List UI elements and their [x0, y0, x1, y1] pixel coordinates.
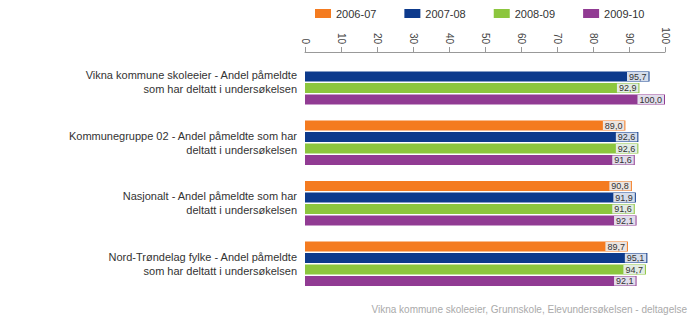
svg-text:92,6: 92,6 [618, 144, 636, 154]
svg-text:som har deltatt i undersøkelse: som har deltatt i undersøkelsen [144, 265, 297, 277]
svg-text:90,8: 90,8 [611, 181, 629, 191]
svg-text:91,9: 91,9 [615, 193, 633, 203]
svg-text:89,7: 89,7 [607, 242, 625, 252]
svg-text:2009-10: 2009-10 [604, 8, 644, 20]
svg-text:60: 60 [516, 33, 527, 45]
svg-text:70: 70 [552, 33, 563, 45]
svg-text:92,1: 92,1 [616, 276, 634, 286]
svg-text:90: 90 [624, 33, 635, 45]
svg-text:20: 20 [372, 33, 383, 45]
svg-text:2007-08: 2007-08 [425, 8, 465, 20]
svg-text:100: 100 [660, 27, 671, 44]
svg-text:91,6: 91,6 [614, 204, 632, 214]
svg-text:100,0: 100,0 [639, 95, 662, 105]
svg-text:94,7: 94,7 [625, 265, 643, 275]
svg-text:95,7: 95,7 [629, 72, 647, 82]
svg-text:2006-07: 2006-07 [336, 8, 376, 20]
svg-text:Kommunegruppe 02 - Andel påmel: Kommunegruppe 02 - Andel påmeldte som ha… [69, 130, 297, 142]
svg-text:95,1: 95,1 [627, 253, 645, 263]
svg-text:0: 0 [300, 38, 311, 44]
svg-text:92,1: 92,1 [616, 216, 634, 226]
svg-text:10: 10 [336, 33, 347, 45]
svg-text:92,9: 92,9 [619, 83, 637, 93]
svg-text:50: 50 [480, 33, 491, 45]
svg-text:80: 80 [588, 33, 599, 45]
svg-text:92,6: 92,6 [618, 132, 636, 142]
svg-text:som har deltatt i undersøkelse: som har deltatt i undersøkelsen [144, 83, 297, 95]
svg-text:40: 40 [444, 33, 455, 45]
svg-text:89,0: 89,0 [605, 121, 623, 131]
svg-text:Vikna kommune skoleeier, Grunn: Vikna kommune skoleeier, Grunnskole, Ele… [371, 304, 687, 315]
svg-text:deltatt i undersøkelsen: deltatt i undersøkelsen [186, 144, 297, 156]
svg-text:Vikna kommune skoleeier - Ande: Vikna kommune skoleeier - Andel påmeldte [86, 69, 297, 81]
svg-text:91,6: 91,6 [614, 155, 632, 165]
svg-text:Nasjonalt - Andel påmeldte som: Nasjonalt - Andel påmeldte som har [123, 190, 298, 202]
svg-text:Nord-Trøndelag fylke - Andel p: Nord-Trøndelag fylke - Andel påmeldte [108, 251, 297, 263]
svg-text:deltatt i undersøkelsen: deltatt i undersøkelsen [186, 204, 297, 216]
svg-text:2008-09: 2008-09 [515, 8, 555, 20]
svg-text:30: 30 [408, 33, 419, 45]
